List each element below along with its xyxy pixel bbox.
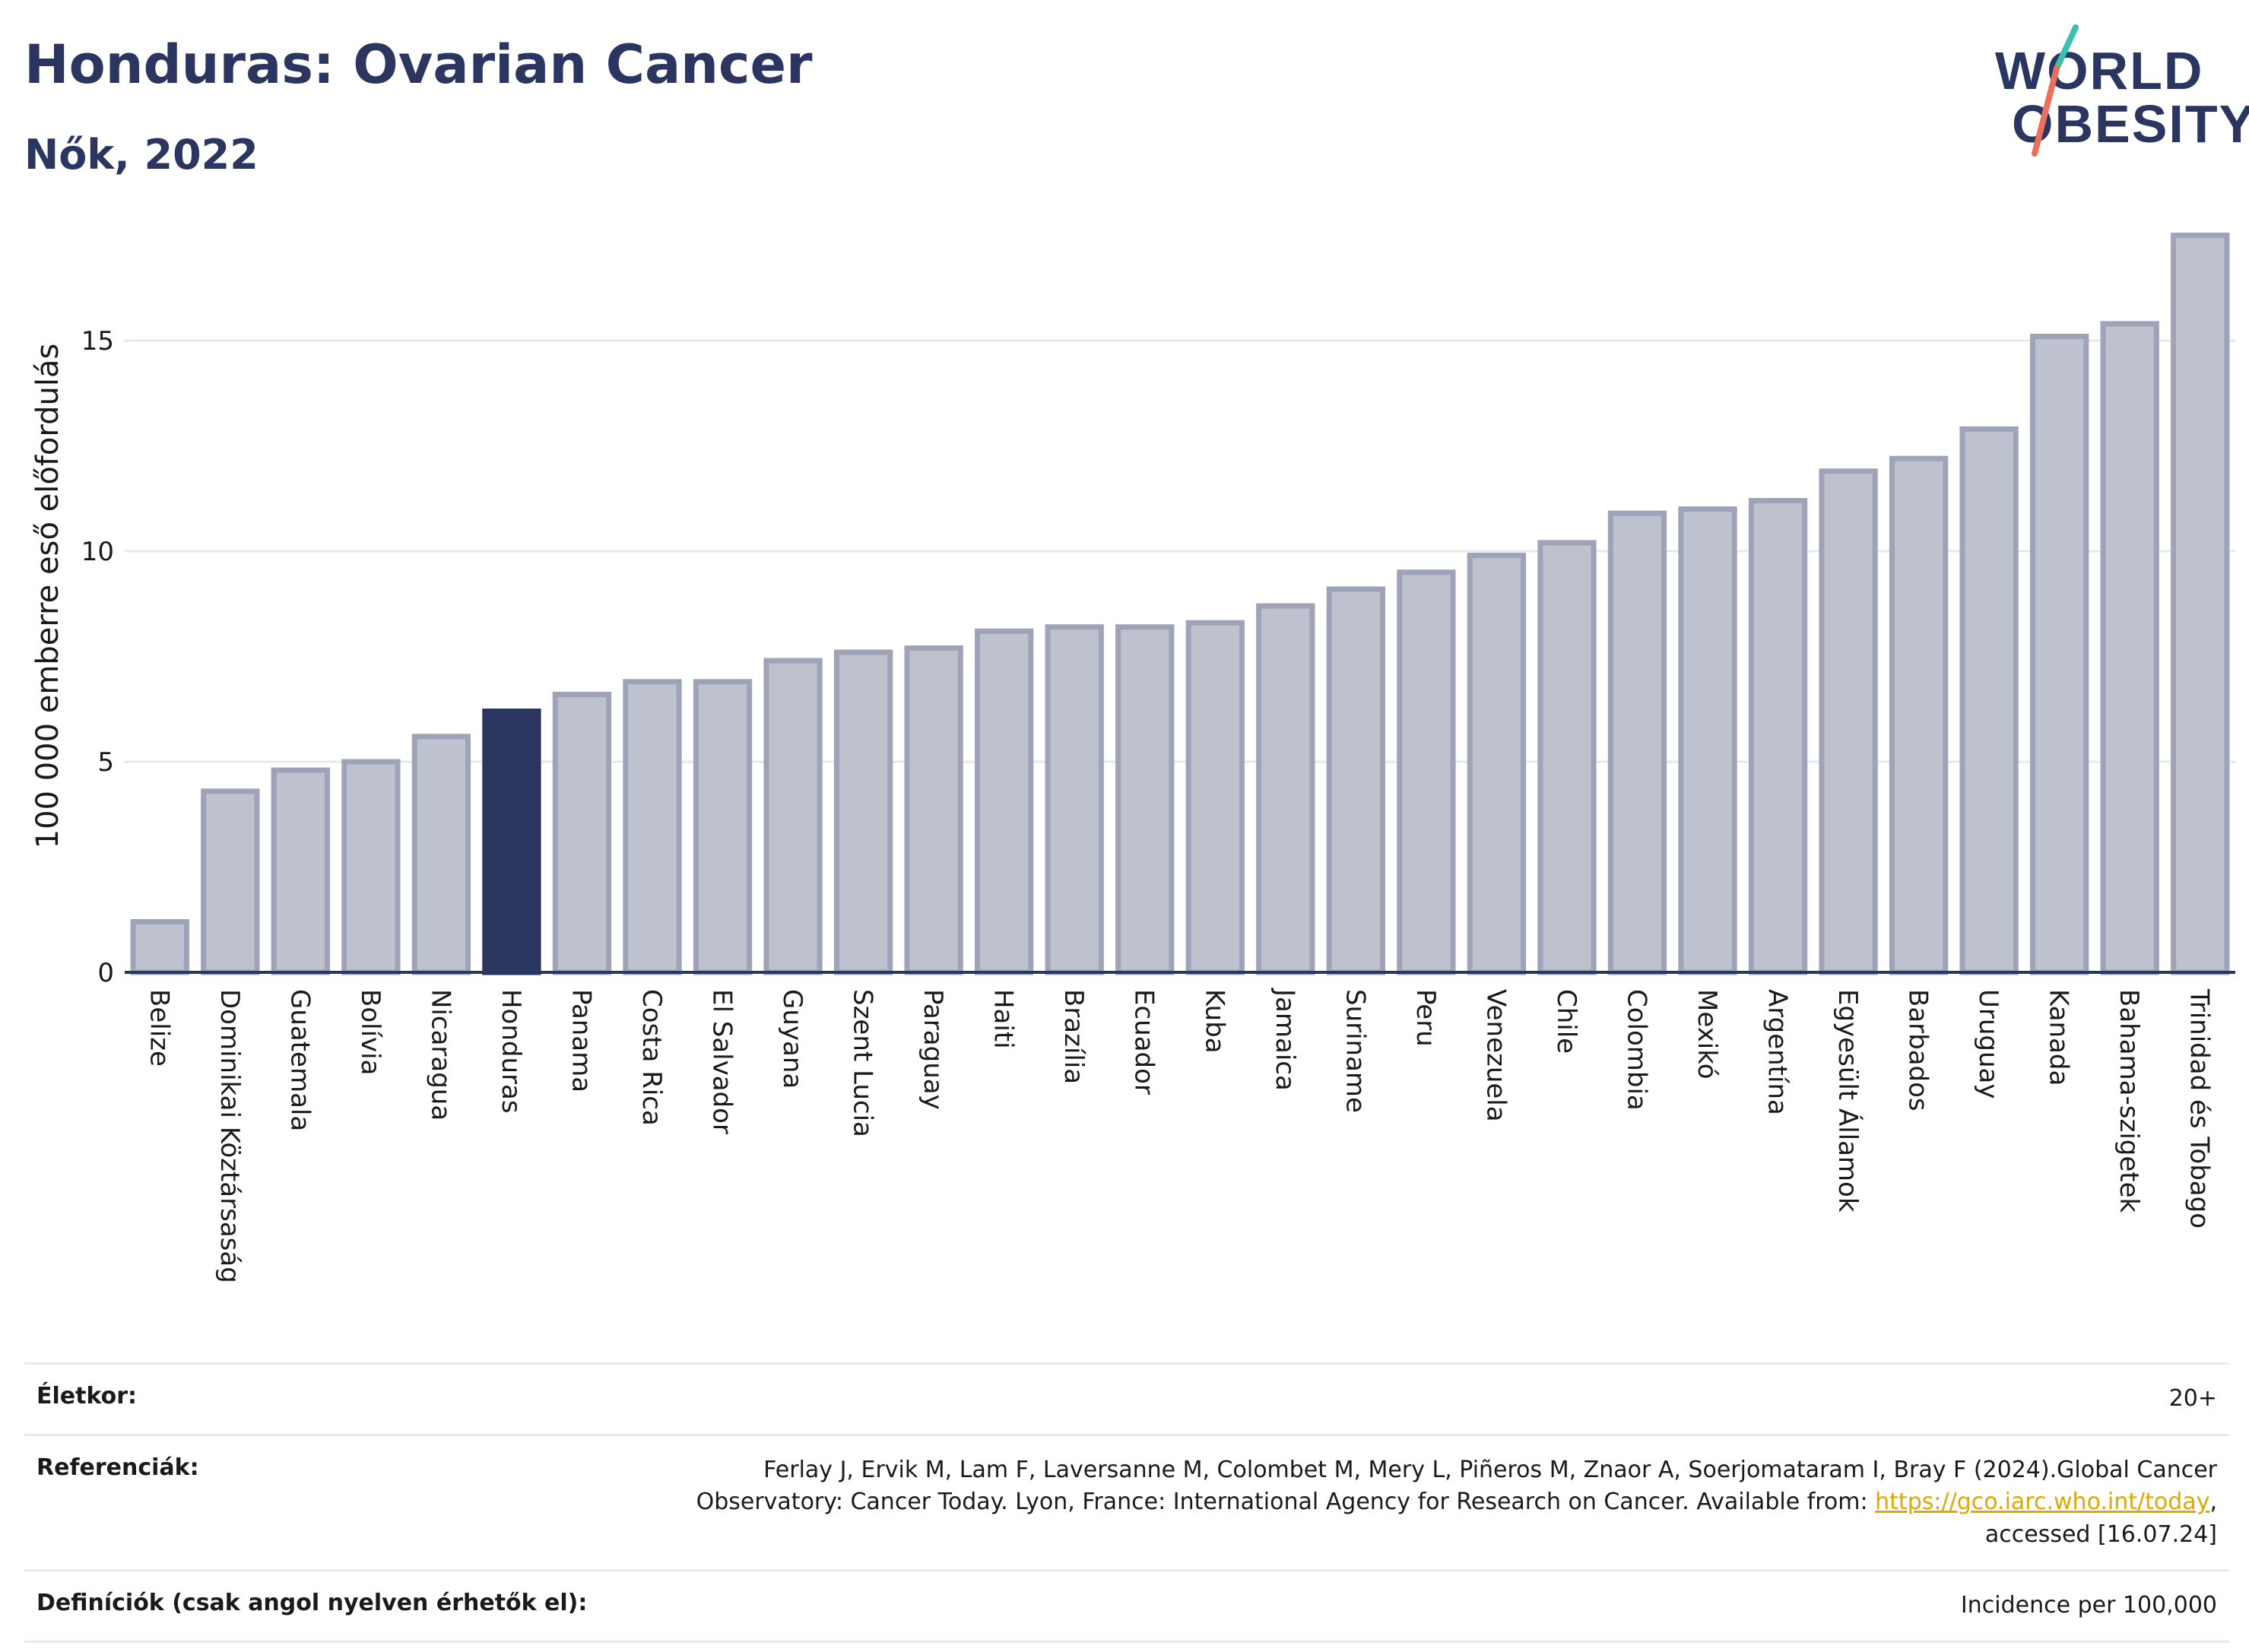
bar: [1185, 620, 1245, 975]
bar: [1256, 603, 1315, 975]
bar: [2171, 233, 2230, 975]
bar: [271, 767, 330, 975]
bar: [2100, 321, 2159, 975]
bar: [1889, 455, 1949, 975]
x-tick-label: Brazília: [1058, 989, 1089, 1084]
x-tick-label: Kuba: [1199, 989, 1229, 1054]
bar: [1467, 553, 1527, 975]
page-subtitle: Nők, 2022: [24, 131, 259, 179]
x-tick-label: Dominikai Köztársaság: [214, 989, 245, 1283]
bar: [2030, 333, 2089, 975]
references-label: Referenciák:: [36, 1454, 199, 1481]
x-tick-label: Jamaica: [1270, 988, 1300, 1091]
reference-line-3: accessed [16.07.24]: [1984, 1520, 2217, 1548]
x-tick-label: Peru: [1410, 989, 1441, 1047]
x-tick-label: Mexikó: [1692, 989, 1722, 1080]
x-tick-label: Belize: [144, 989, 174, 1067]
reference-line-2-end: ,: [2209, 1489, 2217, 1516]
x-tick-label: Guatemala: [284, 989, 315, 1131]
x-tick-label: Suriname: [1340, 989, 1370, 1113]
info-row-definitions: Definíciók (csak angol nyelven érhetők e…: [24, 1571, 2229, 1643]
bar: [1959, 426, 2019, 975]
bar: [201, 788, 260, 975]
bar: [1326, 586, 1385, 975]
x-tick-label: Szent Lucia: [848, 989, 878, 1137]
bar: [975, 628, 1034, 975]
bar: [341, 759, 401, 975]
page-title: Honduras: Ovarian Cancer: [24, 33, 813, 96]
grid-lines: [125, 339, 2235, 763]
x-tick-label: Colombia: [1621, 989, 1651, 1111]
bar: [1819, 468, 1878, 975]
info-row-age: Életkor: 20+: [24, 1365, 2229, 1436]
bar: [1607, 510, 1667, 975]
bar: [763, 658, 823, 975]
logo-line-1: WORLD: [1995, 41, 2204, 100]
bar: [1115, 624, 1175, 975]
reference-line-1: Ferlay J, Ervik M, Lam F, Laversanne M, …: [763, 1456, 2217, 1483]
x-tick-label: Trinidad és Tobago: [2184, 988, 2215, 1229]
x-tick-label: Barbados: [1903, 989, 1933, 1111]
bar: [904, 645, 963, 975]
info-table: Életkor: 20+ Referenciák: Ferlay J, Ervi…: [24, 1362, 2229, 1643]
x-tick-label: Bahama-szigetek: [2114, 989, 2144, 1213]
definitions-value: Incidence per 100,000: [1960, 1592, 2217, 1619]
x-tick-label: Haiti: [988, 989, 1019, 1049]
x-tick-label: Guyana: [777, 989, 807, 1089]
x-tick-label: Egyesült Államok: [1832, 989, 1864, 1213]
reference-link[interactable]: https://gco.iarc.who.int/today: [1875, 1489, 2210, 1516]
y-tick-label: 10: [81, 537, 114, 567]
y-tick-label: 0: [97, 958, 114, 988]
x-tick-label: Kanada: [2044, 989, 2074, 1086]
y-tick-labels: 0 5 10 15: [81, 326, 114, 988]
bar: [1397, 569, 1456, 975]
x-tick-labels: Belize Dominikai Köztársaság Guatemala Bolí…: [144, 988, 2214, 1283]
bar: [1678, 506, 1737, 975]
x-tick-label: Ecuador: [1129, 989, 1159, 1095]
x-tick-label: Chile: [1551, 989, 1581, 1054]
x-tick-label: Paraguay: [918, 989, 948, 1110]
references-value: Ferlay J, Ervik M, Lam F, Laversanne M, …: [696, 1454, 2217, 1552]
bar: [833, 649, 893, 975]
bar: [1537, 540, 1597, 975]
x-tick-label: Uruguay: [1973, 989, 2003, 1099]
y-tick-label: 15: [81, 326, 114, 357]
x-tick-label: El Salvador: [707, 989, 738, 1134]
definitions-label: Definíciók (csak angol nyelven érhetők e…: [36, 1590, 588, 1617]
info-row-references: Referenciák: Ferlay J, Ervik M, Lam F, L…: [24, 1436, 2229, 1572]
x-tick-label: Honduras: [496, 989, 526, 1114]
x-tick-label: Bolívia: [355, 989, 385, 1075]
reference-line-2: Observatory: Cancer Today. Lyon, France:…: [696, 1489, 1876, 1516]
x-tick-label: Nicaragua: [425, 989, 455, 1121]
logo-slash-icon: [2032, 24, 2079, 157]
y-axis-label: 100 000 emberre eső előfordulás: [30, 344, 65, 849]
bar: [552, 691, 612, 975]
bar: [130, 919, 189, 975]
logo-line-2: OBESITY: [2012, 94, 2249, 154]
x-tick-label: Argentína: [1762, 989, 1793, 1115]
bar: [693, 679, 753, 975]
age-value: 20+: [2168, 1385, 2217, 1412]
age-label: Életkor:: [36, 1383, 138, 1409]
x-tick-label: Panama: [566, 989, 596, 1092]
bar: [623, 679, 682, 975]
world-obesity-logo: WORLD OBESITY: [1984, 23, 2249, 160]
bar: [1748, 498, 1808, 975]
bar: [1045, 624, 1104, 975]
x-tick-label: Venezuela: [1480, 989, 1511, 1122]
bar-highlight: [482, 709, 541, 975]
bar-chart: 0 5 10 15 Belize Dominikai Köztársaság Guatem…: [30, 233, 2235, 1283]
y-tick-label: 5: [97, 747, 114, 778]
x-tick-label: Costa Rica: [636, 989, 667, 1126]
bar: [411, 734, 471, 975]
bars: [130, 233, 2230, 975]
